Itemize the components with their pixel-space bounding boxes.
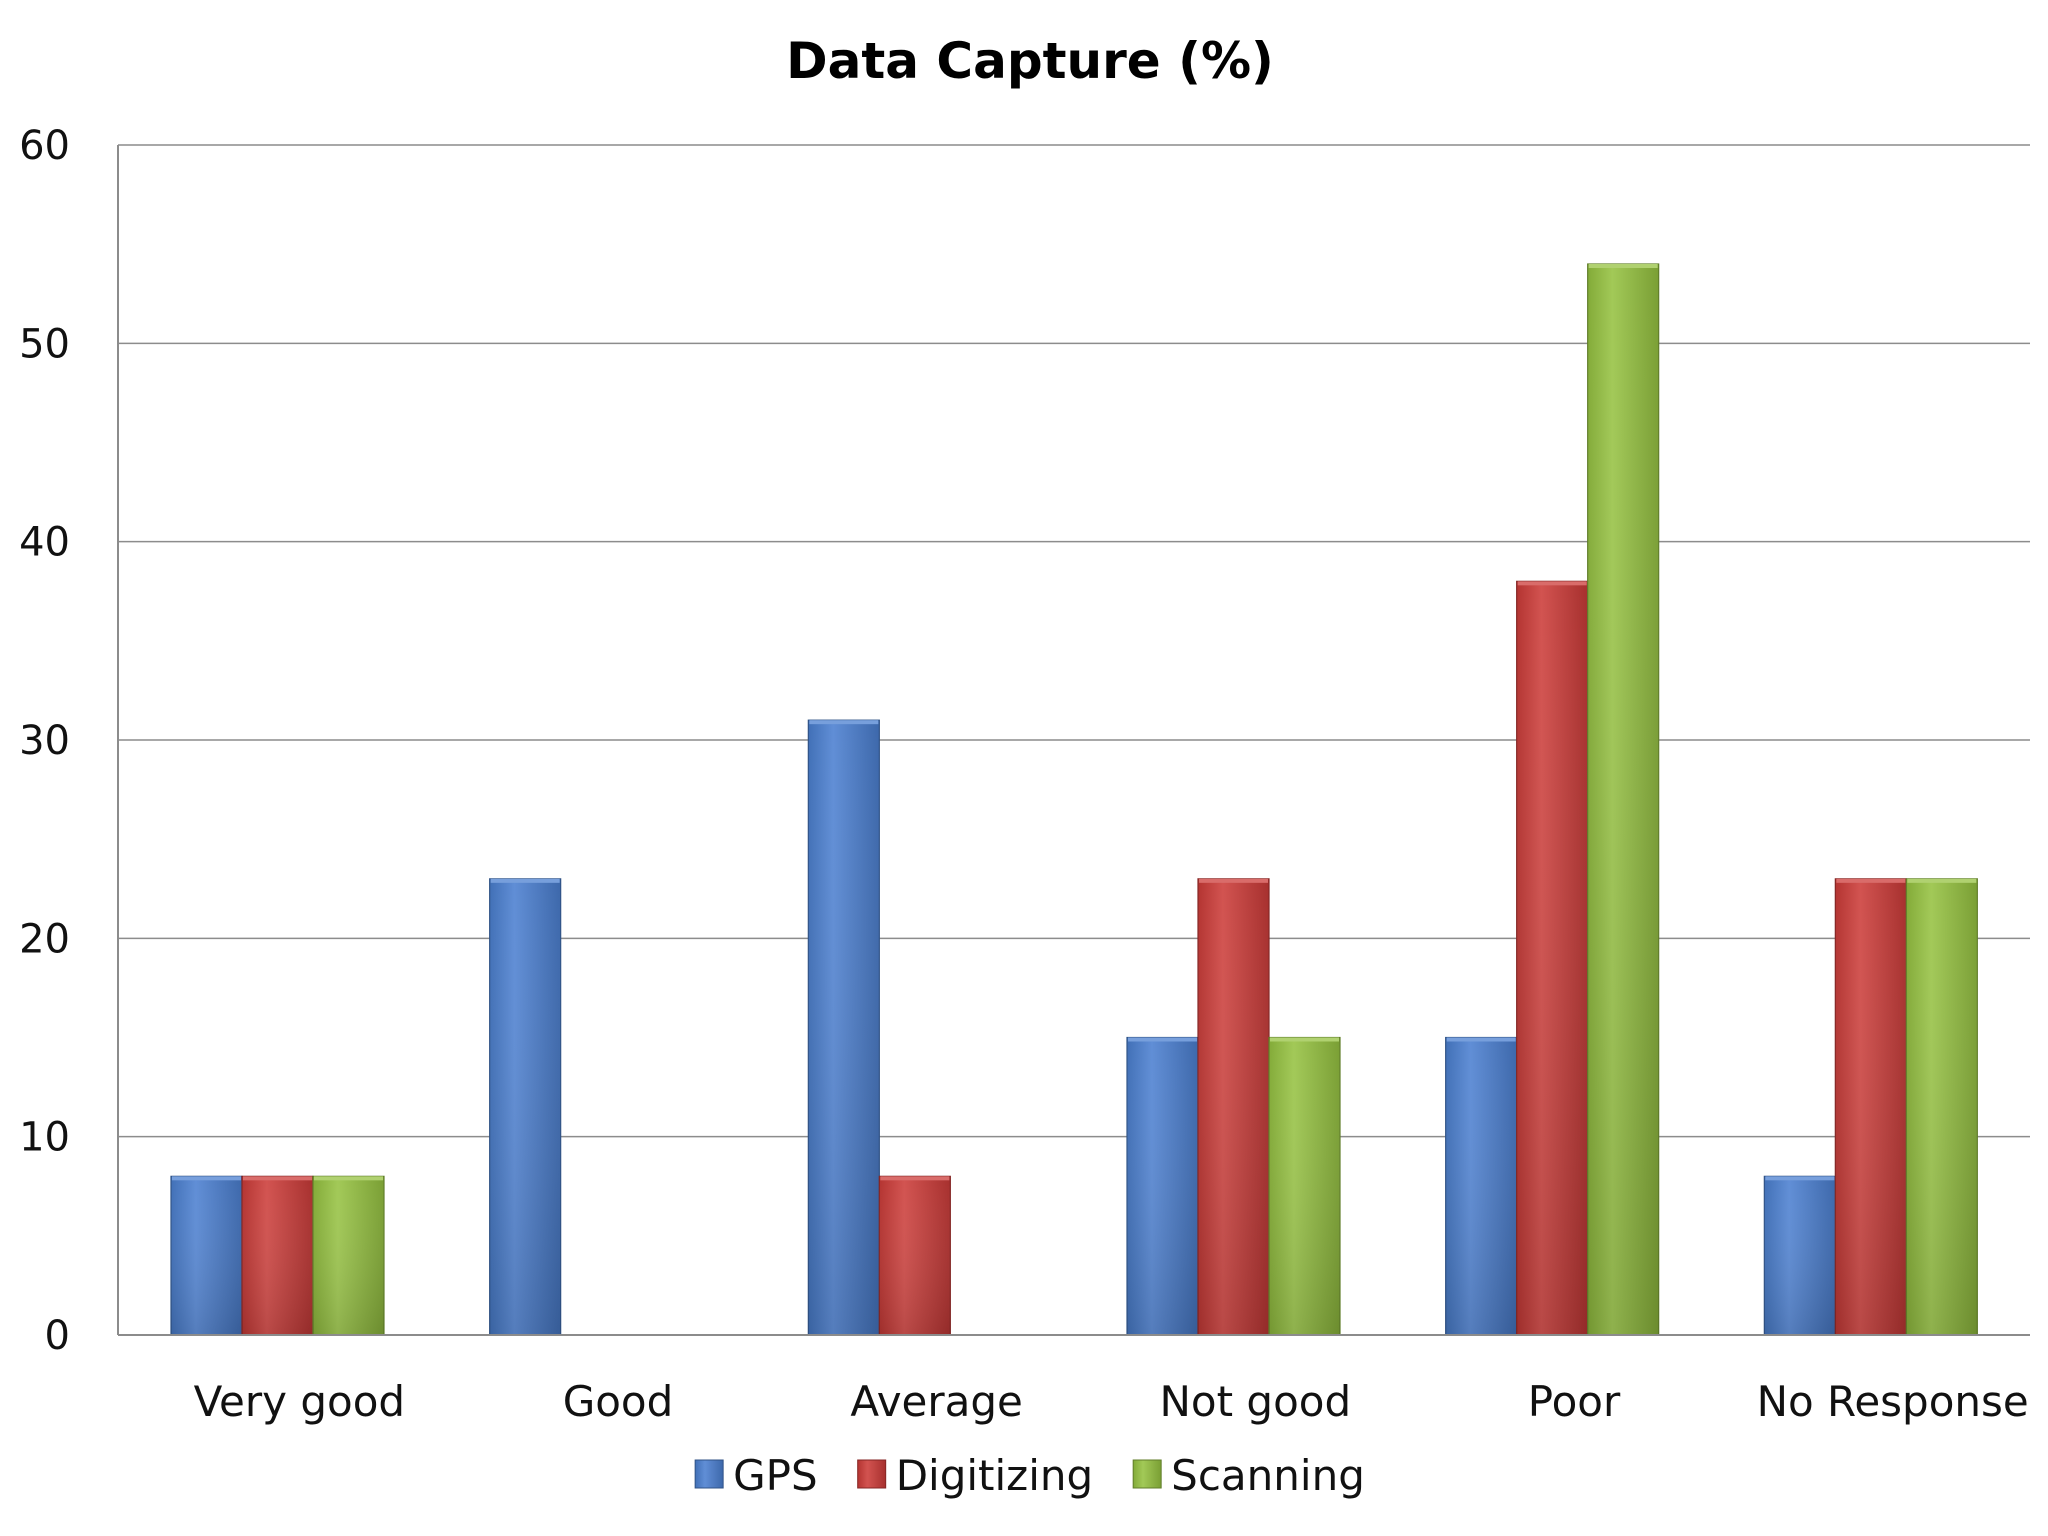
x-tick-label: Poor	[1528, 1377, 1621, 1426]
bar-digitizing-no-response	[1834, 878, 1907, 1336]
bar-digitizing-very-good	[241, 1175, 314, 1336]
bar-scanning-poor	[1587, 263, 1660, 1336]
x-tick-label: Very good	[194, 1377, 406, 1426]
y-axis-ticks: 0 10 20 30 40 50 60	[19, 123, 70, 1359]
bar-digitizing-not-good	[1197, 878, 1270, 1336]
y-tick-label: 10	[19, 1115, 70, 1161]
y-tick-label: 20	[19, 916, 70, 962]
legend-swatch	[1132, 1459, 1162, 1489]
bar-gps-good	[489, 878, 562, 1336]
x-tick-label: Not good	[1160, 1377, 1352, 1426]
legend-item-gps: GPS	[694, 1451, 818, 1500]
bar-scanning-not-good	[1268, 1036, 1341, 1336]
legend-label: Digitizing	[896, 1451, 1093, 1500]
bar-gps-poor	[1445, 1036, 1518, 1336]
bar-gps-not-good	[1126, 1036, 1199, 1336]
y-tick-label: 40	[19, 520, 70, 566]
y-tick-label: 0	[45, 1313, 70, 1359]
x-axis-ticks: Very good Good Average Not good Poor No Respo…	[194, 1377, 2029, 1426]
x-tick-label: Average	[850, 1377, 1022, 1426]
gridlines	[118, 144, 2030, 1138]
bar-digitizing-average	[878, 1175, 951, 1336]
x-tick-label: Good	[563, 1377, 674, 1426]
bar-scanning-very-good	[312, 1175, 385, 1336]
bar-gps-very-good	[170, 1175, 243, 1336]
y-tick-label: 50	[19, 321, 70, 367]
bar-digitizing-poor	[1516, 580, 1589, 1336]
bars	[170, 263, 1978, 1336]
y-tick-label: 60	[19, 123, 70, 169]
legend-item-digitizing: Digitizing	[857, 1451, 1093, 1500]
bar-gps-average	[807, 719, 880, 1336]
bar-scanning-no-response	[1905, 878, 1978, 1336]
legend-label: Scanning	[1171, 1451, 1365, 1500]
y-tick-label: 30	[19, 718, 70, 764]
bar-gps-no-response	[1763, 1175, 1836, 1336]
legend: GPS Digitizing Scanning	[694, 1451, 1365, 1500]
legend-swatch	[694, 1459, 724, 1489]
axes	[117, 145, 2030, 1336]
legend-label: GPS	[733, 1451, 818, 1500]
legend-item-scanning: Scanning	[1132, 1451, 1365, 1500]
legend-swatch	[857, 1459, 887, 1489]
chart-title: Data Capture (%)	[786, 32, 1274, 90]
x-tick-label: No Response	[1757, 1377, 2029, 1426]
